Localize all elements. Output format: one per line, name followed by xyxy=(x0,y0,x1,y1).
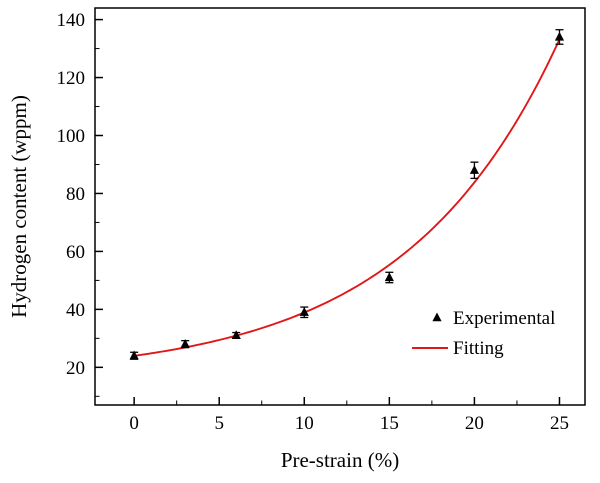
svg-text:60: 60 xyxy=(66,242,85,263)
svg-text:15: 15 xyxy=(380,413,399,434)
x-axis-title: Pre-strain (%) xyxy=(281,448,399,472)
triangle-marker xyxy=(129,350,139,360)
triangle-marker xyxy=(180,338,190,348)
triangle-marker xyxy=(299,307,309,316)
svg-text:80: 80 xyxy=(66,184,85,205)
triangle-marker xyxy=(231,330,241,340)
triangle-marker xyxy=(469,165,480,174)
data-point xyxy=(129,350,139,360)
x-tick-labels: 0 5 10 15 20 25 xyxy=(129,413,569,434)
svg-text:5: 5 xyxy=(214,413,224,434)
major-ticks xyxy=(95,18,561,405)
triangle-marker xyxy=(384,272,394,282)
svg-text:25: 25 xyxy=(550,413,569,434)
plot-box xyxy=(94,7,586,406)
data-point xyxy=(299,306,309,319)
legend-marker-experimental xyxy=(432,312,442,322)
data-point xyxy=(554,29,565,45)
svg-text:140: 140 xyxy=(57,10,86,31)
legend-label-fitting: Fitting xyxy=(453,338,504,359)
svg-text:10: 10 xyxy=(295,413,314,434)
svg-text:0: 0 xyxy=(129,413,139,434)
legend-label-experimental: Experimental xyxy=(453,308,555,329)
data-point xyxy=(384,271,394,284)
experimental-points xyxy=(129,29,565,360)
svg-text:100: 100 xyxy=(57,126,86,147)
triangle-marker xyxy=(554,31,565,41)
y-tick-labels: 20 40 60 80 100 120 140 xyxy=(57,10,86,379)
svg-text:20: 20 xyxy=(465,413,484,434)
y-axis-title: Hydrogen content (wppm) xyxy=(7,95,31,318)
data-point xyxy=(180,338,190,349)
minor-ticks xyxy=(95,48,518,405)
data-point xyxy=(469,161,480,180)
legend: Experimental Fitting xyxy=(412,308,555,359)
svg-text:20: 20 xyxy=(66,358,85,379)
fit-line xyxy=(133,38,561,357)
data-point xyxy=(231,330,241,340)
svg-text:40: 40 xyxy=(66,300,85,321)
svg-text:120: 120 xyxy=(57,68,86,89)
